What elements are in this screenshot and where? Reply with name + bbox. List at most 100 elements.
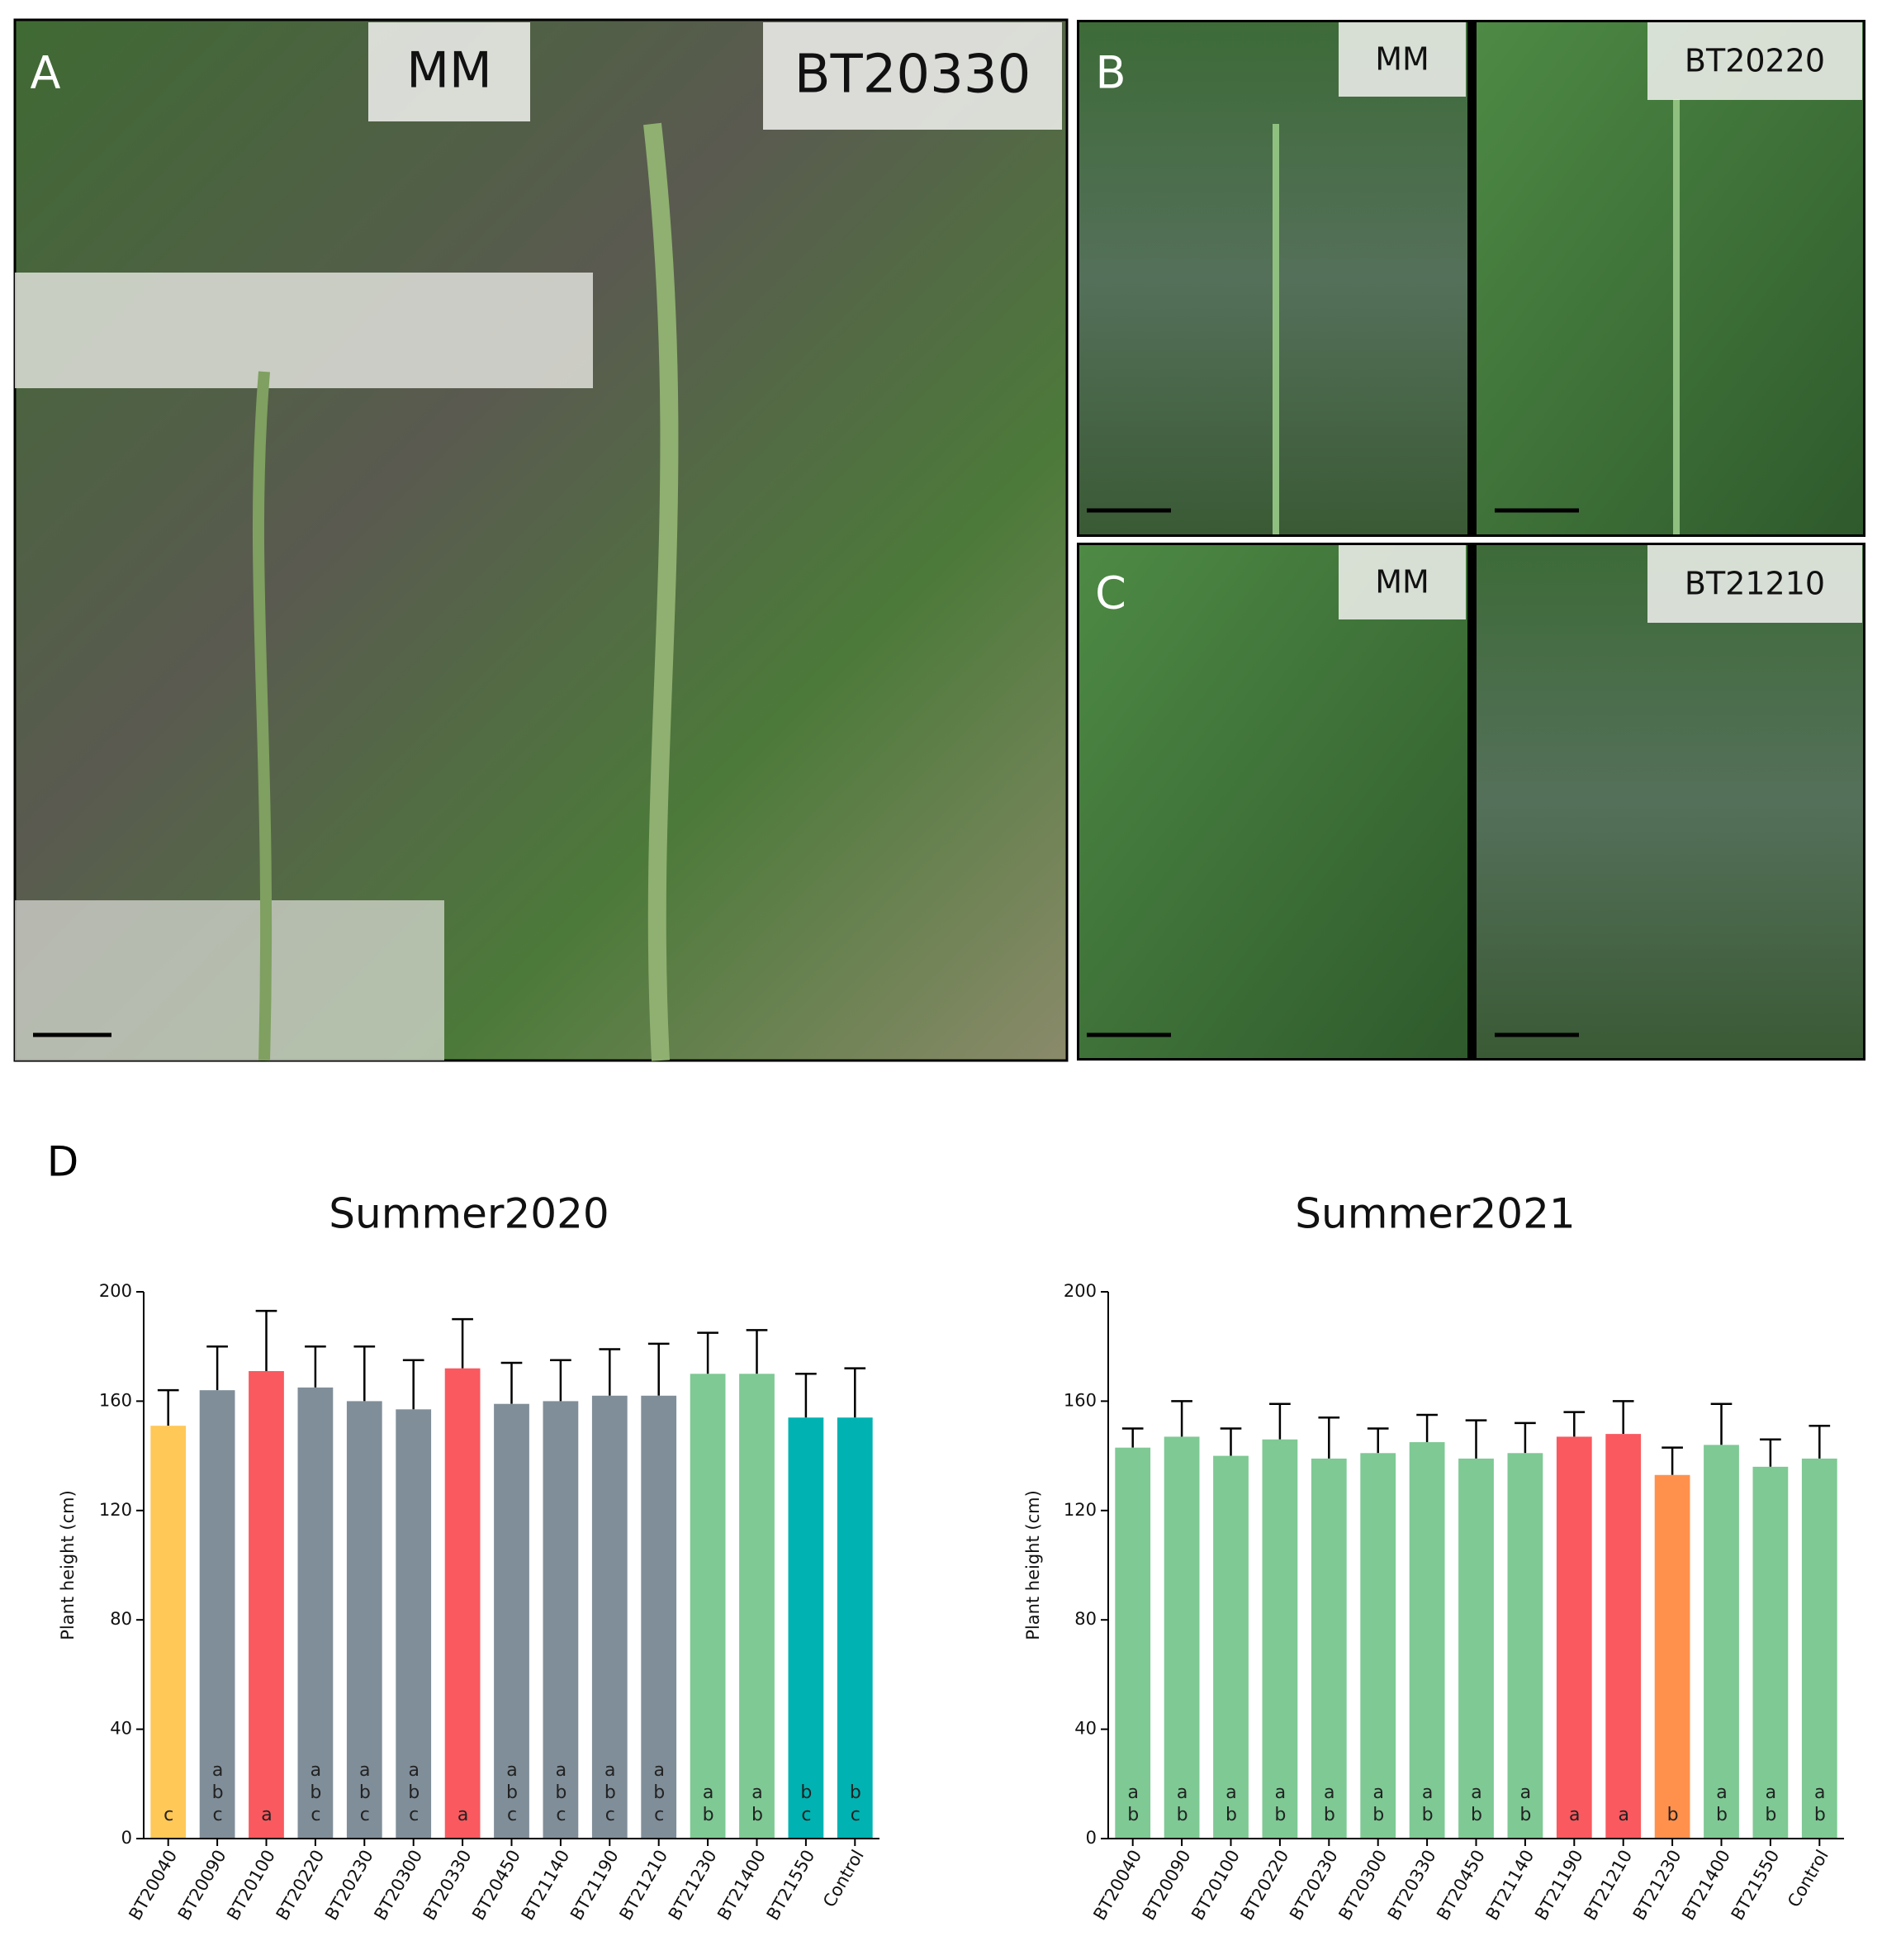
bar: [1458, 1458, 1494, 1839]
bar: [396, 1409, 432, 1839]
significance-letters: abc: [207, 1760, 228, 1827]
significance-letters: c: [159, 1805, 179, 1827]
significance-letters: ab: [698, 1782, 718, 1827]
significance-letters: ab: [1221, 1782, 1242, 1827]
x-tick-label: BT21400: [713, 1847, 770, 1924]
significance-letters: ab: [1467, 1782, 1487, 1827]
panel-label: D: [47, 1138, 79, 1186]
significance-letters: a: [453, 1805, 473, 1827]
photo-tag: BT21210: [1685, 566, 1825, 602]
photo-tag: MM: [1375, 564, 1429, 600]
significance-letters: ab: [1515, 1782, 1536, 1827]
significance-letters: ab: [747, 1782, 768, 1827]
significance-letters: bc: [796, 1782, 817, 1827]
significance-letters: abc: [404, 1760, 424, 1827]
bar: [297, 1387, 334, 1839]
y-tick-label: 40: [110, 1719, 132, 1739]
x-tick-label: BT20220: [273, 1847, 329, 1924]
y-tick-label: 0: [1086, 1828, 1097, 1848]
significance-letters: ab: [1368, 1782, 1389, 1827]
x-tick-label: BT20230: [321, 1847, 377, 1924]
grow-bag: [15, 273, 593, 388]
bar: [199, 1390, 235, 1839]
bar: [837, 1417, 873, 1839]
label-box: [1647, 545, 1862, 623]
significance-letters: ab: [1172, 1782, 1192, 1827]
y-axis-label: Plant height (cm): [1023, 1490, 1043, 1640]
x-tick-label: BT20040: [125, 1847, 181, 1924]
x-tick-label: Control: [1784, 1847, 1832, 1911]
label-box: [763, 22, 1062, 130]
photo-tag: BT20330: [794, 45, 1031, 106]
bar: [150, 1426, 187, 1839]
significance-letters: ab: [1417, 1782, 1438, 1827]
photo-b-right: [1477, 22, 1863, 534]
x-tick-label: BT21550: [1728, 1847, 1784, 1924]
bar: [1556, 1436, 1592, 1839]
photo-a: [13, 18, 1069, 1062]
y-axis-label: Plant height (cm): [58, 1490, 78, 1640]
x-tick-label: BT21550: [763, 1847, 819, 1924]
photo-c-left: [1079, 545, 1467, 1058]
bar: [739, 1374, 775, 1839]
significance-letters: ab: [1270, 1782, 1291, 1827]
photo-tag: BT20220: [1685, 43, 1825, 79]
x-tick-label: BT21210: [1580, 1847, 1636, 1924]
significance-letters: ab: [1123, 1782, 1144, 1827]
y-tick-label: 200: [1064, 1281, 1097, 1301]
significance-letters: abc: [354, 1760, 375, 1827]
significance-letters: a: [1564, 1805, 1585, 1827]
y-tick-label: 80: [1074, 1609, 1097, 1629]
y-tick-label: 200: [99, 1281, 132, 1301]
panel-label: A: [31, 47, 61, 99]
x-tick-label: BT20330: [420, 1847, 476, 1924]
bar: [1507, 1453, 1543, 1839]
bar: [1164, 1436, 1200, 1839]
label-box: [1339, 22, 1466, 97]
x-tick-label: BT21400: [1678, 1847, 1734, 1924]
bar: [591, 1395, 628, 1839]
x-tick-label: BT20100: [1188, 1847, 1244, 1924]
x-tick-label: BT21230: [1629, 1847, 1685, 1924]
chart-title: Summer2020: [329, 1190, 609, 1238]
x-tick-label: BT20450: [468, 1847, 524, 1924]
x-tick-label: BT21140: [1482, 1847, 1538, 1924]
significance-letters: abc: [649, 1760, 670, 1827]
x-tick-label: BT20230: [1286, 1847, 1342, 1924]
label-box: [1339, 545, 1466, 619]
significance-letters: ab: [1809, 1782, 1830, 1827]
x-tick-label: BT21230: [665, 1847, 721, 1924]
bar: [1605, 1434, 1642, 1839]
bar: [641, 1395, 677, 1839]
x-tick-label: BT20330: [1384, 1847, 1440, 1924]
photo-c-right: [1477, 545, 1863, 1058]
significance-letters: a: [257, 1805, 277, 1827]
y-tick-label: 160: [99, 1390, 132, 1410]
significance-letters: ab: [1712, 1782, 1733, 1827]
bar: [1311, 1458, 1347, 1839]
significance-letters: b: [1662, 1805, 1683, 1827]
x-tick-label: BT21190: [1531, 1847, 1587, 1924]
bar: [444, 1368, 481, 1839]
bar: [1409, 1442, 1445, 1839]
x-tick-label: BT20220: [1237, 1847, 1293, 1924]
bar: [249, 1370, 284, 1839]
significance-letters: abc: [306, 1760, 326, 1827]
x-tick-label: BT20090: [1139, 1847, 1195, 1924]
significance-letters: ab: [1761, 1782, 1781, 1827]
bar: [543, 1401, 579, 1839]
bar: [346, 1401, 382, 1839]
x-tick-label: BT20300: [1334, 1847, 1391, 1924]
x-tick-label: BT20040: [1089, 1847, 1145, 1924]
x-tick-label: BT20450: [1433, 1847, 1489, 1924]
y-tick-label: 80: [110, 1609, 132, 1629]
bar: [1654, 1474, 1690, 1839]
label-box: [368, 22, 530, 121]
significance-letters: ab: [1319, 1782, 1339, 1827]
significance-letters: abc: [551, 1760, 571, 1827]
y-tick-label: 120: [1064, 1500, 1097, 1520]
significance-letters: a: [1614, 1805, 1634, 1827]
label-box: [1647, 22, 1862, 100]
panel-label: C: [1095, 567, 1126, 619]
